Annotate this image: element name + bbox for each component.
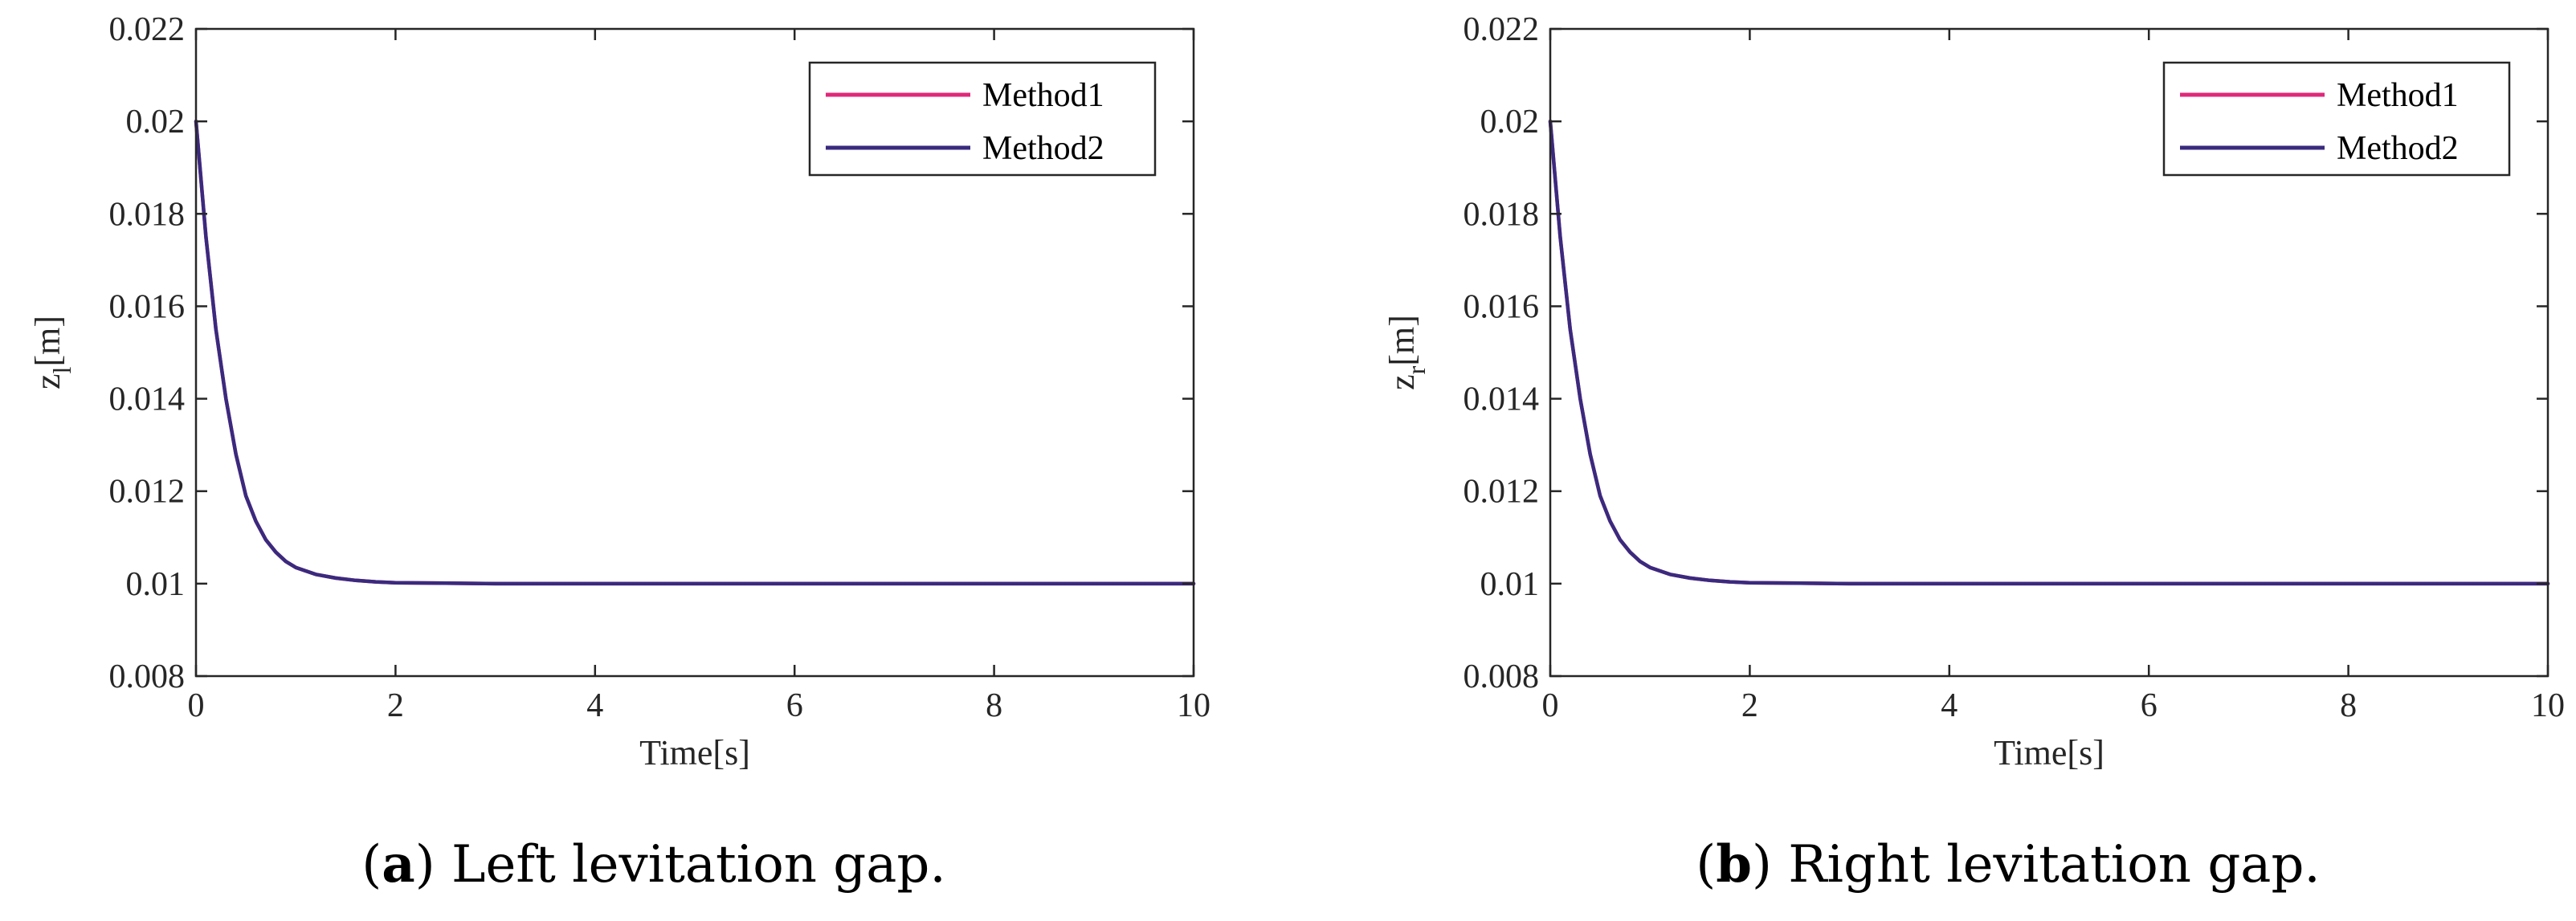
legend: Method1 Method2 xyxy=(2162,61,2511,177)
axes-box xyxy=(1549,27,2549,678)
y-tick-label: 0.022 xyxy=(109,11,186,48)
y-tick-label: 0.02 xyxy=(126,104,186,141)
y-label-unit: [m] xyxy=(28,316,67,367)
y-tick-label: 0.008 xyxy=(1464,658,1540,695)
legend-box xyxy=(2162,61,2511,177)
y-tick-label: 0.014 xyxy=(1464,381,1540,418)
panel-caption: (a) Left levitation gap. xyxy=(361,834,945,895)
legend-label-method2: Method2 xyxy=(2337,130,2459,167)
y-axis-label-text: zl[m] xyxy=(28,316,76,389)
caption-panel-letter: a xyxy=(382,834,414,895)
y-label-unit: [m] xyxy=(1382,315,1422,366)
y-axis-label: zr[m] xyxy=(1382,315,1431,390)
legend-label-method1: Method1 xyxy=(982,77,1104,114)
panel-caption: (b) Right levitation gap. xyxy=(1696,834,2321,895)
chart-panel-a: 0 2 4 6 8 10 0.008 0.01 0.012 0.014 0.016 0.018 0.02… xyxy=(28,11,1210,895)
caption-paren-open: ( xyxy=(361,835,382,895)
legend-label-method2: Method2 xyxy=(982,130,1104,167)
y-tick-label: 0.02 xyxy=(1480,104,1540,141)
y-tick-label: 0.008 xyxy=(109,658,186,695)
y-label-symbol: z xyxy=(1382,374,1422,390)
x-tick-label: 0 xyxy=(1542,687,1559,724)
x-tick-label: 8 xyxy=(986,687,1002,724)
caption-paren-close: ) xyxy=(1752,835,1788,895)
y-tick-label: 0.016 xyxy=(1464,288,1540,325)
caption-text: Right levitation gap. xyxy=(1788,835,2320,895)
legend-label-method1: Method1 xyxy=(2337,77,2459,114)
x-tick-label: 6 xyxy=(2141,687,2158,724)
x-axis-label: Time[s] xyxy=(639,733,750,772)
caption-paren-open: ( xyxy=(1696,835,1716,895)
y-label-symbol: z xyxy=(28,373,67,389)
y-tick-label: 0.022 xyxy=(1464,11,1540,48)
x-tick-label: 6 xyxy=(786,687,803,724)
series-line-method2 xyxy=(194,119,1196,586)
y-tick-label: 0.01 xyxy=(126,566,186,603)
y-tick-label: 0.018 xyxy=(109,196,186,233)
series-line-method1 xyxy=(1548,119,2550,586)
y-label-subscript: l xyxy=(47,366,76,373)
x-axis-label: Time[s] xyxy=(1994,733,2104,772)
y-tick-label: 0.016 xyxy=(109,288,186,325)
x-tick-label: 2 xyxy=(387,687,404,724)
y-tick-label: 0.012 xyxy=(1464,474,1540,511)
x-tick-label: 10 xyxy=(1177,687,1210,724)
legend-box xyxy=(808,61,1157,177)
y-axis-label-text: zr[m] xyxy=(1382,315,1431,390)
x-tick-label: 4 xyxy=(586,687,603,724)
legend: Method1 Method2 xyxy=(808,61,1157,177)
y-axis-label: zl[m] xyxy=(28,316,76,389)
caption-panel-letter: b xyxy=(1716,834,1752,895)
chart-panel-b: 0 2 4 6 8 10 0.008 0.01 0.012 0.014 0.016 0.018 0.02… xyxy=(1382,11,2565,895)
series-line-method1 xyxy=(194,119,1196,586)
x-tick-label: 4 xyxy=(1941,687,1958,724)
series-line-method2 xyxy=(1548,119,2550,586)
y-tick-label: 0.018 xyxy=(1464,196,1540,233)
x-tick-label: 2 xyxy=(1741,687,1758,724)
caption-paren-close: ) xyxy=(415,835,451,895)
y-tick-label: 0.01 xyxy=(1480,566,1540,603)
x-tick-label: 0 xyxy=(188,687,205,724)
caption-text: Left levitation gap. xyxy=(451,835,946,895)
x-tick-label: 8 xyxy=(2340,687,2357,724)
y-tick-label: 0.012 xyxy=(109,474,186,511)
axes-box xyxy=(194,27,1195,678)
x-tick-label: 10 xyxy=(2531,687,2565,724)
y-label-subscript: r xyxy=(1402,365,1431,374)
y-tick-label: 0.014 xyxy=(109,381,186,418)
